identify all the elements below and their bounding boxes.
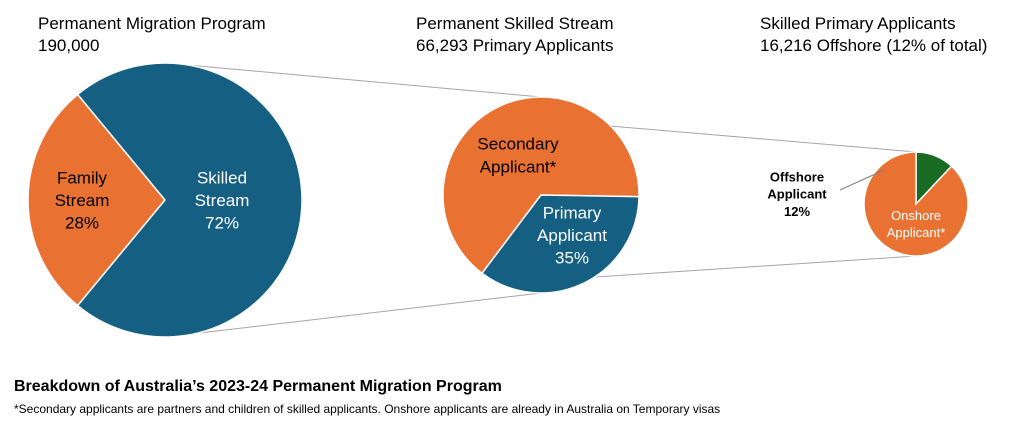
chart2-slice-1-label-line-2: Applicant*: [480, 157, 557, 176]
chart3-title: Skilled Primary Applicants: [760, 14, 956, 33]
chart1-slice-1-label-line-3: 28%: [65, 214, 99, 233]
chart1-title: Permanent Migration Program: [38, 14, 266, 33]
pie-charts-figure: Family Stream 28% Skilled Stream 72% Secondary…: [27, 62, 969, 338]
chart3-header: Skilled Primary Applicants 16,216 Offsho…: [760, 13, 987, 57]
chart1-subtitle: 190,000: [38, 36, 100, 55]
chart2-slice-2-label-line-2: Applicant: [537, 226, 607, 245]
connector-line-4: [594, 255, 917, 278]
chart1-slice-2-label-line-1: Skilled: [197, 168, 247, 187]
chart2-slice-2: [480, 194, 640, 294]
connector-line-3: [609, 125, 917, 153]
chart3-slice-1-label-line-1: Offshore: [770, 169, 824, 184]
chart1-slice-2-label-line-3: 72%: [205, 214, 239, 233]
chart2-slice-1-label-line-1: Secondary: [477, 135, 559, 154]
chart3-slice-2-label-line-2: Applicant*: [887, 225, 946, 240]
chart2-subtitle: 66,293 Primary Applicants: [416, 36, 614, 55]
chart3-slice-2-label-line-1: Onshore: [891, 208, 941, 223]
chart1-header: Permanent Migration Program 190,000: [38, 13, 266, 57]
chart1-slice-2: [76, 62, 303, 338]
chart2-title: Permanent Skilled Stream: [416, 14, 614, 33]
chart3-slice-2: [863, 151, 969, 257]
chart2-header: Permanent Skilled Stream 66,293 Primary …: [416, 13, 614, 57]
chart3-subtitle: 16,216 Offshore (12% of total): [760, 36, 988, 55]
connector-line-2: [164, 292, 542, 338]
chart1-slice-2-label-line-2: Stream: [195, 191, 250, 210]
footer-title: Breakdown of Australia’s 2023-24 Permane…: [14, 378, 502, 395]
chart2-slice-2-label-line-1: Primary: [543, 203, 602, 222]
connector-line-1: [164, 62, 542, 98]
chart2-slice-1: [442, 96, 640, 275]
footer-note: *Secondary applicants are partners and c…: [14, 402, 721, 416]
chart2-slice-2-label-line-3: 35%: [555, 249, 589, 268]
chart1-slice-1: [27, 93, 166, 307]
chart3-slice-1-label-line-2: Applicant: [767, 187, 827, 202]
chart1-slice-1-label-line-2: Stream: [55, 191, 110, 210]
chart1-slice-1-label-line-1: Family: [57, 168, 108, 187]
chart3-slice-1-label-line-3: 12%: [784, 204, 810, 219]
chart3-leader-line: [839, 169, 885, 191]
